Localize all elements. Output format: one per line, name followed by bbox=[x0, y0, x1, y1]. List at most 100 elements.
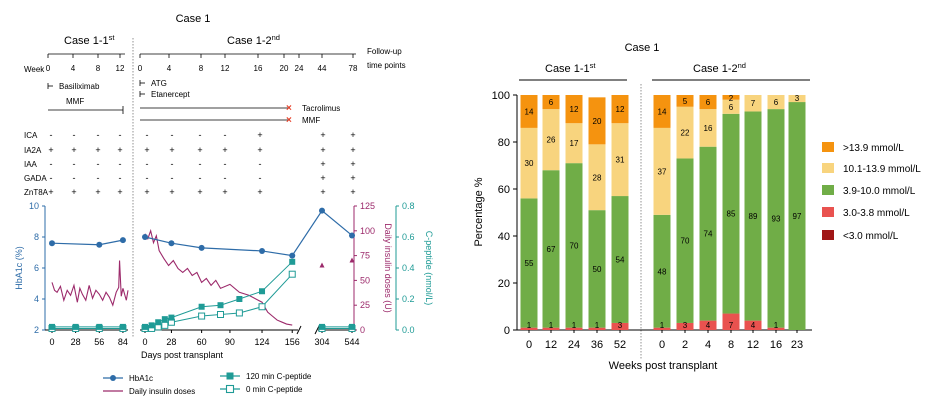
etanercept-label: Etanercept bbox=[151, 90, 190, 99]
bar-segment bbox=[520, 95, 538, 128]
bar-value-label: 55 bbox=[525, 259, 534, 268]
x-tick-label: 2 bbox=[682, 339, 688, 351]
cpeptide-0-point bbox=[161, 321, 169, 329]
x-tick-label: 12 bbox=[747, 339, 759, 351]
hba1c-point bbox=[168, 240, 175, 247]
bar-value-label: 89 bbox=[749, 212, 758, 221]
x-tick-label: 28 bbox=[71, 337, 81, 347]
legend-cpeptide-0-label: 0 min C-peptide bbox=[246, 385, 303, 394]
cpeptide-tick-label: 0.8 bbox=[402, 201, 415, 211]
bar-segment bbox=[565, 163, 583, 328]
x-axis-label: Weeks post transplant bbox=[609, 360, 718, 372]
antibody-cell: - bbox=[50, 159, 53, 169]
x-tick-label: 124 bbox=[255, 337, 270, 347]
week-tick-label: 8 bbox=[96, 64, 101, 73]
hba1c-point bbox=[198, 244, 205, 251]
antibody-cell: - bbox=[171, 130, 174, 140]
antibody-cell: - bbox=[97, 159, 100, 169]
bar-value-label: 54 bbox=[616, 256, 625, 265]
bar-value-label: 6 bbox=[706, 98, 711, 107]
antibody-cell: + bbox=[197, 187, 202, 197]
therapy-atg: ATG bbox=[139, 79, 167, 88]
antibody-cell: - bbox=[97, 173, 100, 183]
insulin-tick-label: 25 bbox=[360, 300, 370, 310]
week-tick-label: 8 bbox=[199, 64, 204, 73]
week-tick-label: 16 bbox=[254, 64, 263, 73]
bar-value-label: 6 bbox=[729, 103, 734, 112]
x-tick-label: 304 bbox=[314, 337, 329, 347]
bar-value-label: 3 bbox=[618, 321, 623, 330]
bar-segment bbox=[788, 102, 806, 330]
antibody-label: GADA bbox=[24, 174, 47, 183]
bar-value-label: 74 bbox=[704, 230, 713, 239]
cpeptide-120-point bbox=[148, 322, 155, 329]
cpeptide-0-point bbox=[258, 303, 266, 311]
cpeptide-120-point bbox=[319, 323, 325, 330]
antibody-cell: + bbox=[95, 187, 100, 197]
bar-value-label: 1 bbox=[549, 321, 554, 330]
insulin-line bbox=[144, 228, 293, 326]
followup-label-line1: Follow-up bbox=[367, 47, 402, 56]
bar-segment bbox=[699, 146, 717, 321]
tacrolimus-label: Tacrolimus bbox=[302, 104, 340, 113]
x-tick-label: 36 bbox=[591, 339, 603, 351]
legend-swatch bbox=[822, 230, 834, 240]
week-tick-label: 12 bbox=[221, 64, 230, 73]
x-tick-label: 4 bbox=[705, 339, 711, 351]
antibody-cell: - bbox=[146, 173, 149, 183]
bar-segment bbox=[744, 111, 762, 321]
legend-label: 3.9-10.0 mmol/L bbox=[843, 186, 916, 197]
antibody-cell: + bbox=[169, 187, 174, 197]
bar-value-label: 20 bbox=[593, 117, 602, 126]
hba1c-tick-label: 8 bbox=[34, 232, 39, 242]
antibody-cell: - bbox=[73, 173, 76, 183]
bar-segment bbox=[520, 327, 538, 330]
cpeptide-120-point bbox=[198, 303, 205, 310]
antibody-cell: - bbox=[259, 159, 262, 169]
mmf-label-1: MMF bbox=[66, 97, 84, 106]
week-tick-label: 12 bbox=[116, 64, 125, 73]
week-label: Week bbox=[24, 65, 45, 74]
antibody-cell: - bbox=[199, 130, 202, 140]
week-ticks: 0 4 8 12 0 4 8 12 16 20 24 44 78 bbox=[46, 54, 358, 73]
bar-value-label: 31 bbox=[616, 156, 625, 165]
bar-segment bbox=[744, 95, 762, 112]
antibody-cell: + bbox=[320, 187, 325, 197]
legend-label: >13.9 mmol/L bbox=[843, 143, 904, 154]
bar-segment bbox=[653, 127, 671, 215]
bar-value-label: 70 bbox=[570, 241, 579, 250]
bar-segment bbox=[565, 95, 583, 124]
bar-segment bbox=[565, 123, 583, 164]
week-tick-label: 44 bbox=[318, 64, 327, 73]
bar-value-label: 6 bbox=[774, 98, 779, 107]
cpeptide-tick-label: 0.4 bbox=[402, 263, 415, 273]
bar-value-label: 1 bbox=[572, 321, 577, 330]
cpeptide-tick-label: 0.6 bbox=[402, 232, 415, 242]
bar-value-label: 1 bbox=[527, 321, 532, 330]
bar-segment bbox=[542, 95, 560, 110]
bar-value-label: 4 bbox=[706, 321, 711, 330]
bar-segment bbox=[676, 322, 694, 330]
bar-value-label: 2 bbox=[729, 94, 734, 103]
antibody-cell: - bbox=[259, 173, 262, 183]
bar-segment bbox=[767, 109, 785, 328]
cpeptide-120-point bbox=[168, 314, 175, 321]
insulin-point bbox=[349, 257, 355, 263]
followup-label-line2: time points bbox=[367, 61, 406, 70]
x-tick-label: 0 bbox=[659, 339, 665, 351]
bar-value-label: 28 bbox=[593, 173, 602, 182]
bar-value-label: 14 bbox=[658, 107, 667, 116]
hba1c-tick-label: 2 bbox=[34, 325, 39, 335]
bar-segment bbox=[588, 210, 606, 328]
axis-break-mark bbox=[296, 325, 302, 335]
antibody-cell: + bbox=[169, 145, 174, 155]
cpeptide-tick-label: 0.0 bbox=[402, 325, 415, 335]
bar-segment bbox=[676, 106, 694, 159]
bar-value-label: 5 bbox=[683, 97, 688, 106]
axis-break-mark bbox=[314, 325, 320, 335]
cpeptide-120-point bbox=[236, 296, 243, 302]
x-tick-label: 16 bbox=[770, 339, 782, 351]
right-panel-title: Case 1 bbox=[625, 42, 660, 54]
